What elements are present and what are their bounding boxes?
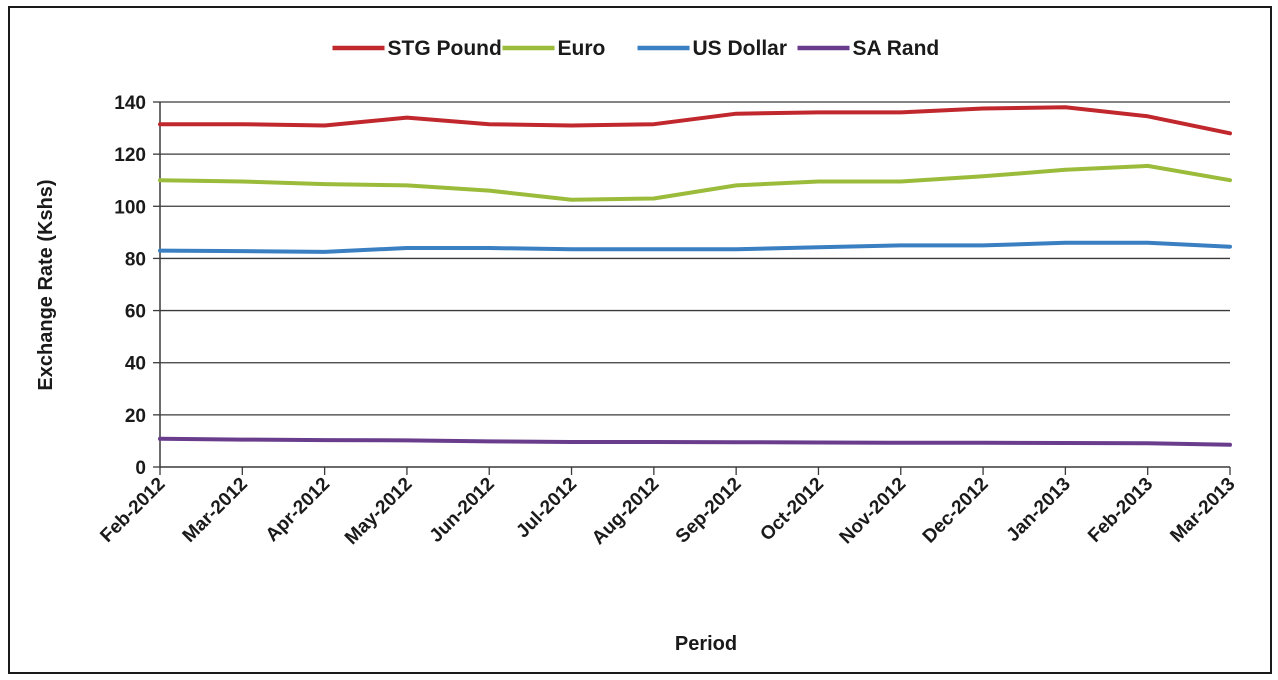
x-tick-label: Nov-2012 <box>836 474 911 549</box>
legend-label: US Dollar <box>693 37 788 60</box>
chart-frame <box>8 6 1272 674</box>
legend-item: Euro <box>502 37 606 60</box>
x-tick-label: Aug-2012 <box>588 474 663 549</box>
series-lines <box>158 105 1232 447</box>
x-tick-label: Jul-2012 <box>512 474 581 543</box>
y-tick-label: 0 <box>135 458 146 479</box>
x-tick-label: Feb-2013 <box>1084 474 1157 547</box>
y-tick-label: 20 <box>125 406 146 427</box>
legend: STG Pound Euro US Dollar SA Rand <box>332 37 940 60</box>
y-axis-title: Exchange Rate (Kshs) <box>35 179 57 390</box>
x-tick-label: May-2012 <box>341 474 416 549</box>
y-tick-label: 60 <box>125 302 146 323</box>
x-axis-title: Period <box>675 633 737 655</box>
x-tick-label: Feb-2012 <box>96 474 169 547</box>
legend-item: STG Pound <box>332 37 502 60</box>
legend-label: Euro <box>558 37 606 60</box>
y-tick-label: 120 <box>114 145 146 166</box>
axes <box>153 101 1231 475</box>
series-line-stg-pound <box>158 105 1232 136</box>
x-tick-label: Mar-2013 <box>1166 474 1239 547</box>
legend-label: SA Rand <box>853 37 940 60</box>
series-line-euro <box>158 163 1232 202</box>
x-tick-label: Apr-2012 <box>262 474 334 546</box>
y-tick-label: 140 <box>114 93 146 114</box>
x-tick-label: Jun-2012 <box>426 474 499 547</box>
y-tick-label: 80 <box>125 249 146 270</box>
series-line-us-dollar <box>158 240 1232 254</box>
y-tick-label: 100 <box>114 197 146 218</box>
series-line-sa-rand <box>158 436 1232 447</box>
x-tick-label: Oct-2012 <box>756 474 828 546</box>
legend-item: SA Rand <box>797 37 940 60</box>
y-tick-label: 40 <box>125 354 146 375</box>
x-tick-label: Jan-2013 <box>1003 474 1075 546</box>
tick-labels: 0 20 40 60 80 100 120 140 Feb-2012 Mar-2012 Apr-20… <box>96 93 1239 549</box>
legend-item: US Dollar <box>637 37 788 60</box>
grid-lines <box>160 101 1230 416</box>
x-tick-label: Sep-2012 <box>672 474 746 548</box>
x-tick-label: Dec-2012 <box>919 474 993 548</box>
legend-label: STG Pound <box>388 37 502 60</box>
x-tick-label: Mar-2012 <box>179 474 252 547</box>
